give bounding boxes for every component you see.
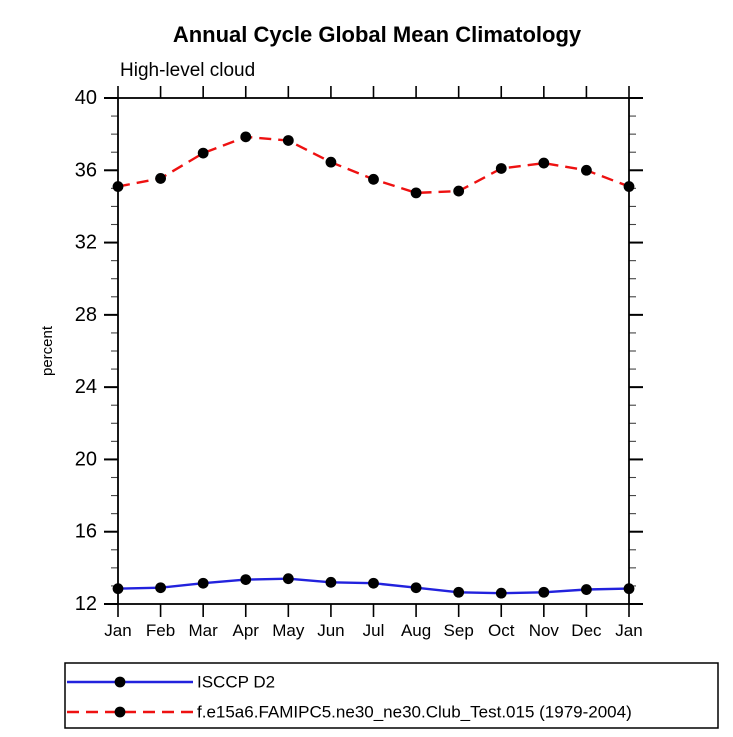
x-tick-label: Jun [317,621,344,640]
x-tick-label: Dec [571,621,602,640]
y-tick-label: 24 [75,376,97,398]
x-tick-label: Nov [529,621,560,640]
data-point-marker [155,173,166,184]
plot-frame [117,97,630,605]
data-point-marker [410,582,422,594]
x-tick-label: Sep [444,621,474,640]
y-tick-label: 12 [75,593,97,615]
y-axis-tick-labels: 12 16 20 24 28 32 36 40 [75,87,97,615]
chart-title: Annual Cycle Global Mean Climatology [173,22,582,47]
y-axis-label: percent [39,325,56,376]
data-point-marker [240,131,252,143]
y-axis-major-ticks [104,97,643,605]
legend-label-isccp: ISCCP D2 [197,673,275,692]
y-tick-label: 40 [75,87,97,109]
legend-marker-dot [114,676,126,688]
legend-label-model: f.e15a6.FAMIPC5.ne30_ne30.Club_Test.015 … [197,703,632,722]
data-point-marker [538,586,550,598]
x-tick-label: May [272,621,305,640]
y-tick-label: 36 [75,159,97,181]
data-point-marker [197,577,209,589]
y-tick-label: 32 [75,232,97,254]
data-point-marker [453,185,465,197]
x-tick-label: Jan [615,621,642,640]
x-tick-label: Aug [401,621,431,640]
legend: ISCCP D2 f.e15a6.FAMIPC5.ne30_ne30.Club_… [64,662,719,729]
data-point-marker [495,587,507,599]
data-point-marker [240,574,252,586]
data-point-marker [581,584,592,595]
legend-box [64,662,719,729]
data-point-marker [368,173,379,185]
data-point-marker [495,163,507,174]
data-point-marker [282,135,294,146]
legend-marker-dot [114,706,126,718]
x-tick-label: Jan [104,621,131,640]
x-axis-ticks [117,86,630,617]
data-point-marker [368,577,379,589]
data-point-marker [410,187,422,199]
data-point-marker [538,157,550,169]
x-tick-label: Jul [363,621,385,640]
data-point-marker [155,582,166,594]
x-axis-tick-labels: Jan Feb Mar Apr May Jun Jul Aug Sep Oct Nov Dec Jan [104,621,642,640]
x-tick-label: Feb [146,621,175,640]
data-point-marker [325,156,337,168]
y-axis-minor-ticks [111,115,636,587]
x-tick-label: Oct [488,621,515,640]
data-point-marker [325,576,337,588]
x-tick-label: Apr [233,621,260,640]
data-point-marker [581,164,592,176]
data-point-marker [453,586,465,598]
chart-subtitle: High-level cloud [120,60,255,81]
y-tick-label: 20 [75,448,97,470]
data-point-marker [282,573,294,585]
y-tick-label: 28 [75,304,97,326]
data-point-marker [197,147,209,159]
y-tick-label: 16 [75,521,97,543]
plot-series [112,131,635,599]
x-tick-label: Mar [189,621,219,640]
